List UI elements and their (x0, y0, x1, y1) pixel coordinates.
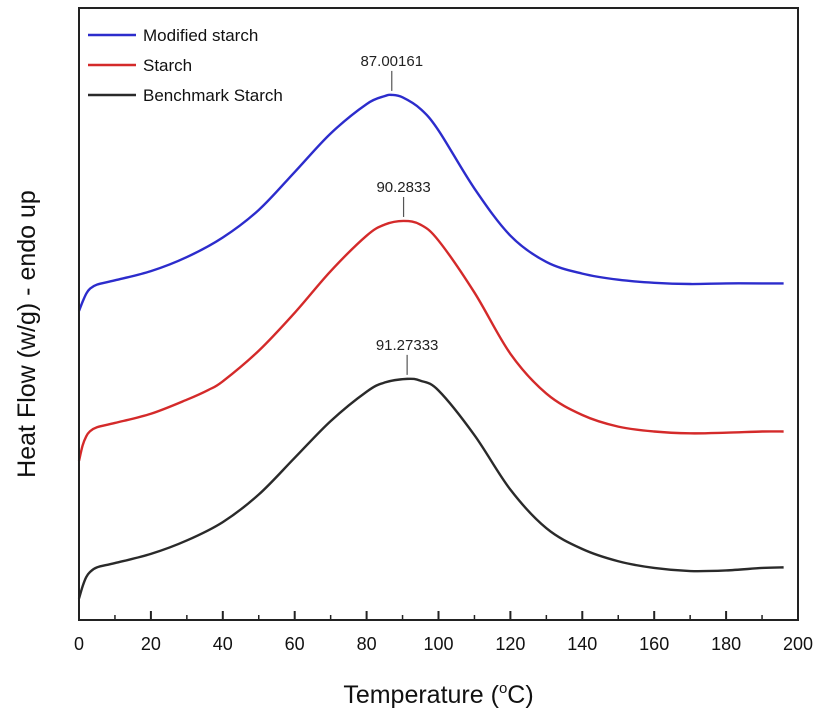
x-axis-ticks: 0 20 40 60 80 100 120 140 160 180 200 (74, 611, 813, 654)
x-tick-label: 0 (74, 634, 84, 654)
series-line-starch (77, 219, 784, 462)
x-tick-label: 160 (639, 634, 669, 654)
x-tick-label: 20 (141, 634, 161, 654)
x-tick-label: 120 (495, 634, 525, 654)
peak-label-starch: 90.2833 (376, 179, 430, 196)
legend-label-starch: Starch (143, 56, 192, 75)
peak-label-benchmark-starch: 91.27333 (376, 337, 439, 354)
series-lines (77, 93, 784, 599)
x-tick-label: 100 (423, 634, 453, 654)
x-tick-label: 200 (783, 634, 813, 654)
x-tick-label: 60 (285, 634, 305, 654)
x-axis-title-main: Temperature ( (343, 681, 499, 709)
legend-label-modified-starch: Modified starch (143, 26, 258, 45)
legend: Modified starch Starch Benchmark Starch (88, 26, 283, 105)
series-line-modified-starch (77, 93, 784, 312)
legend-label-benchmark-starch: Benchmark Starch (143, 86, 283, 105)
peak-label-modified-starch: 87.00161 (360, 53, 423, 70)
x-tick-label: 140 (567, 634, 597, 654)
x-tick-label: 40 (213, 634, 233, 654)
y-axis-title: Heat Flow (w/g) - endo up (13, 190, 41, 478)
x-axis-title-unit: C) (507, 681, 533, 709)
series-line-benchmark-starch (77, 377, 784, 599)
x-axis-title-superscript: o (499, 680, 507, 697)
x-axis-title: Temperature (oC) (343, 680, 533, 709)
peak-annotations: 87.00161 90.2833 91.27333 (360, 53, 438, 375)
x-tick-label: 80 (357, 634, 377, 654)
x-tick-label: 180 (711, 634, 741, 654)
